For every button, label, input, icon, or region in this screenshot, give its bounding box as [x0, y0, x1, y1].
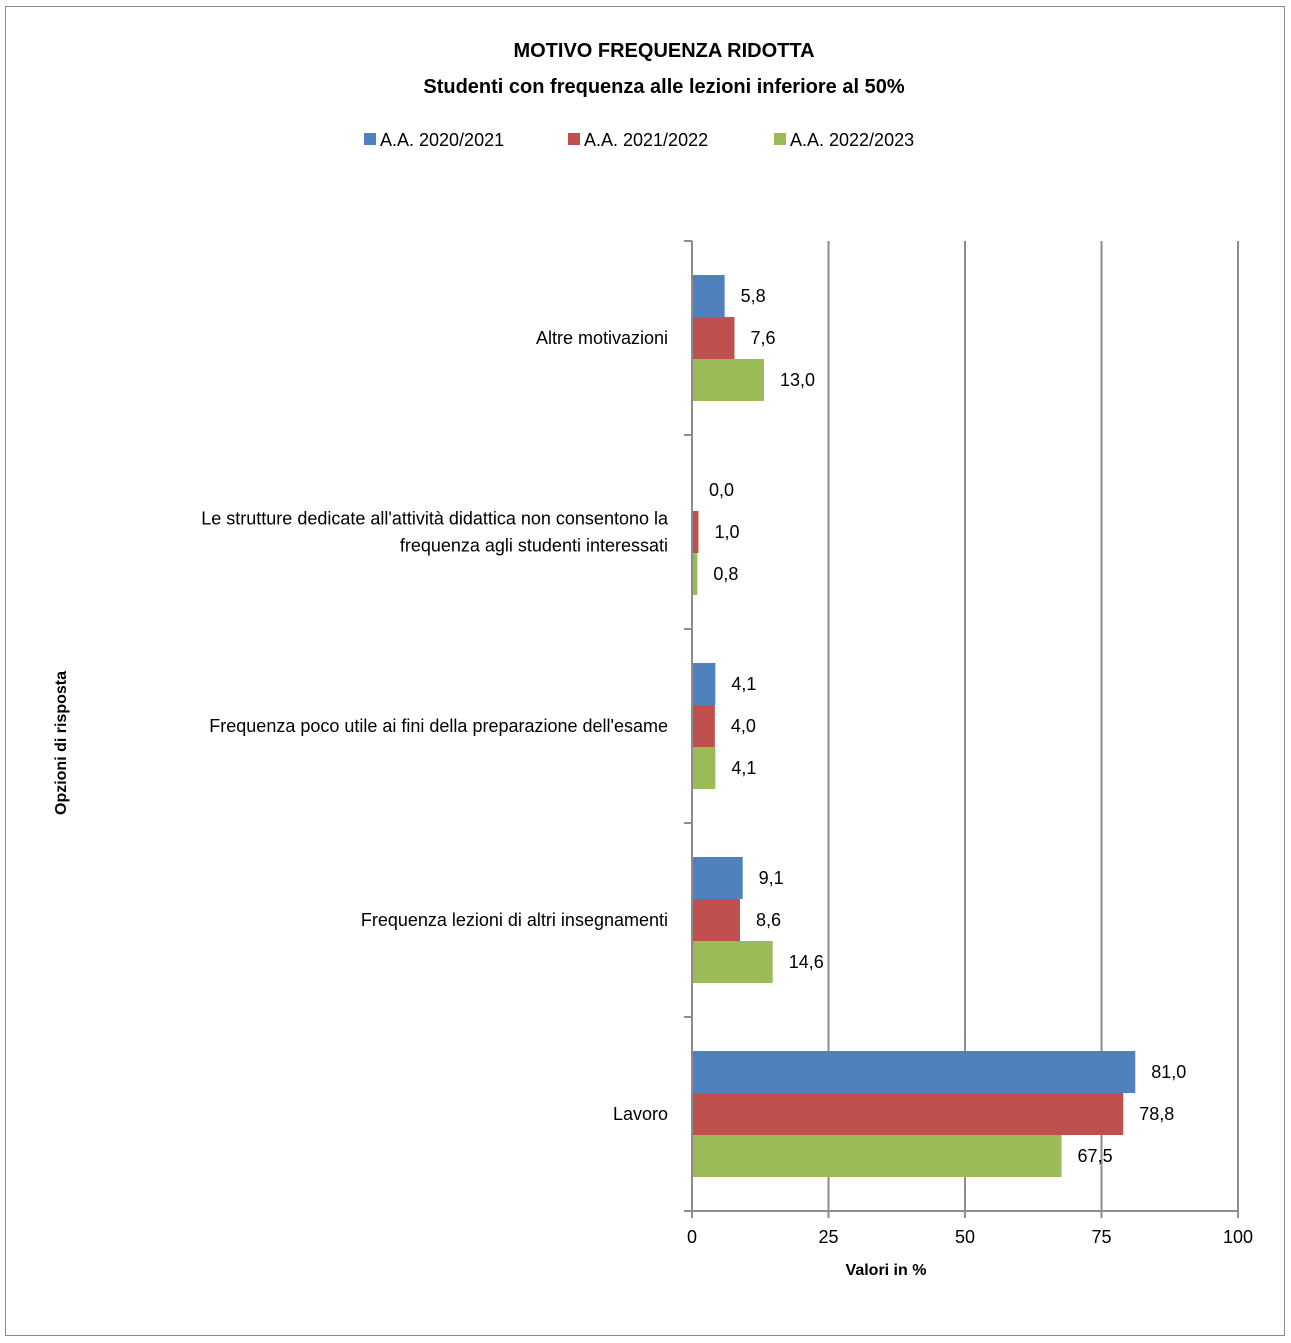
category-label: Le strutture dedicate all'attività didat…: [201, 509, 669, 529]
axes: [684, 240, 1239, 1218]
x-tick-label: 75: [1091, 1227, 1111, 1247]
data-label: 7,6: [750, 328, 775, 348]
data-label: 0,8: [713, 564, 738, 584]
data-label: 4,0: [731, 716, 756, 736]
data-label: 8,6: [756, 910, 781, 930]
bar: [693, 1135, 1062, 1177]
category-label: Lavoro: [613, 1104, 668, 1124]
tick-labels: 0 25 50 75 100: [687, 1227, 1253, 1247]
bar: [693, 899, 740, 941]
category-label: Frequenza lezioni di altri insegnamenti: [361, 910, 668, 930]
data-label: 9,1: [759, 868, 784, 888]
chart-title: MOTIVO FREQUENZA RIDOTTA: [513, 40, 814, 62]
data-label: 5,8: [741, 286, 766, 306]
data-label: 81,0: [1151, 1062, 1186, 1082]
data-label: 67,5: [1078, 1146, 1113, 1166]
y-axis-title: Opzioni di risposta: [53, 671, 70, 815]
bar: [693, 663, 716, 705]
category-label: Frequenza poco utile ai fini della prepa…: [209, 716, 668, 736]
legend-swatch-2: [568, 133, 580, 145]
x-tick-label: 100: [1223, 1227, 1253, 1247]
x-tick-label: 50: [955, 1227, 975, 1247]
data-label: 1,0: [714, 522, 739, 542]
gridlines: [827, 241, 1239, 1211]
legend-label-2: A.A. 2021/2022: [584, 130, 708, 150]
data-label: 4,1: [731, 674, 756, 694]
bar: [693, 553, 698, 595]
bar: [693, 317, 735, 359]
bar: [693, 747, 716, 789]
bar: [693, 1051, 1136, 1093]
legend-label-3: A.A. 2022/2023: [790, 130, 914, 150]
bar: [693, 1093, 1124, 1135]
chart-subtitle: Studenti con frequenza alle lezioni infe…: [423, 76, 904, 98]
data-label: 0,0: [709, 480, 734, 500]
bar: [693, 857, 743, 899]
category-label: frequenza agli studenti interessati: [400, 536, 668, 556]
bars: [693, 275, 1136, 1177]
bar: [693, 941, 773, 983]
data-label: 78,8: [1139, 1104, 1174, 1124]
data-label: 4,1: [731, 758, 756, 778]
data-label: 13,0: [780, 370, 815, 390]
legend-label-1: A.A. 2020/2021: [380, 130, 504, 150]
x-axis-title: Valori in %: [846, 1262, 927, 1279]
x-tick-label: 25: [818, 1227, 838, 1247]
bar: [693, 511, 699, 553]
category-labels: Altre motivazioni Le strutture dedicate a…: [201, 328, 669, 1124]
bar: [693, 705, 715, 747]
data-label: 14,6: [789, 952, 824, 972]
legend-swatch-3: [774, 133, 786, 145]
data-labels: 5,8 7,6 13,0 0,0 1,0 0,8 4,1 4,0 4,1 9,1 8,6 14,6 81…: [709, 286, 1186, 1166]
x-tick-label: 0: [687, 1227, 697, 1247]
chart-svg: MOTIVO FREQUENZA RIDOTTA Studenti con fr…: [53, 40, 1253, 1279]
legend-swatch-1: [364, 133, 376, 145]
bar: [693, 275, 725, 317]
chart-frame: MOTIVO FREQUENZA RIDOTTA Studenti con fr…: [5, 6, 1285, 1336]
bar: [693, 359, 764, 401]
legend: A.A. 2020/2021 A.A. 2021/2022 A.A. 2022/20…: [364, 130, 914, 150]
category-label: Altre motivazioni: [536, 328, 668, 348]
